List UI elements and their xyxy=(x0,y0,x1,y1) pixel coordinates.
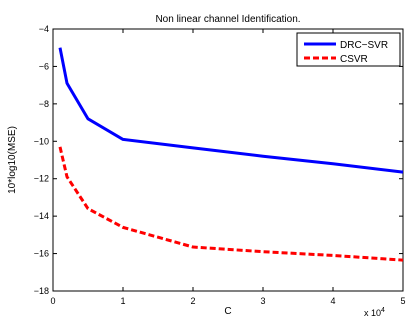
y-tick-label: −14 xyxy=(34,211,49,221)
chart-title: Non linear channel Identification. xyxy=(155,14,300,25)
series-lines xyxy=(58,47,404,262)
y-tick-label: −4 xyxy=(39,24,49,34)
legend: DRC−SVR CSVR xyxy=(296,32,401,67)
x-tick-label: 3 xyxy=(260,296,265,306)
x-axis-label: C xyxy=(224,306,231,317)
x-tick-label: 5 xyxy=(400,296,405,306)
y-axis-ticks: −18 −16 −14 −12 −10 −8 −6 −4 xyxy=(34,24,403,296)
x-tick-label: 1 xyxy=(120,296,125,306)
x-multiplier-base: x 10 xyxy=(364,308,381,318)
y-tick-label: −16 xyxy=(34,249,49,259)
x-tick-label: 0 xyxy=(50,296,55,306)
y-tick-label: −8 xyxy=(39,99,49,109)
x-tick-label: 4 xyxy=(330,296,335,306)
x-multiplier: x 104 xyxy=(364,307,385,318)
legend-label-drc-svr: DRC−SVR xyxy=(340,40,388,51)
y-tick-label: −18 xyxy=(34,286,49,296)
y-tick-label: −6 xyxy=(39,61,49,71)
x-tick-label: 2 xyxy=(190,296,195,306)
series-line-csvr xyxy=(58,146,404,262)
legend-box xyxy=(296,32,401,67)
y-tick-label: −12 xyxy=(34,174,49,184)
x-multiplier-exponent: 4 xyxy=(381,307,385,314)
y-axis-label: 10*log10(MSE) xyxy=(7,126,18,194)
x-axis-ticks: 0 1 2 3 4 5 xyxy=(50,29,406,306)
y-tick-label: −10 xyxy=(34,136,49,146)
plot-area xyxy=(52,28,404,292)
series-line-drc-svr xyxy=(58,47,404,174)
legend-label-csvr: CSVR xyxy=(340,54,368,65)
